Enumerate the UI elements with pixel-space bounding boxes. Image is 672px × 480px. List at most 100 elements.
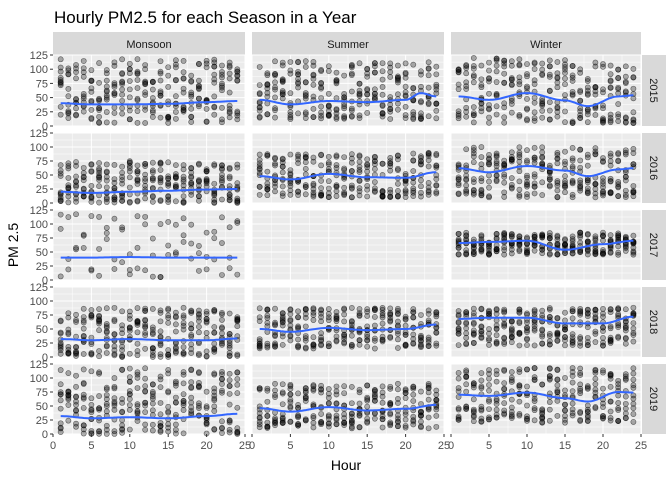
x-tick-label: 10 — [323, 440, 335, 452]
data-point — [455, 68, 462, 75]
data-point — [348, 419, 355, 426]
data-point — [234, 180, 241, 187]
data-point — [425, 414, 432, 421]
data-point — [287, 391, 294, 398]
data-point — [562, 75, 568, 82]
data-point — [203, 353, 210, 360]
data-point — [256, 386, 263, 393]
data-point — [418, 154, 424, 161]
data-point — [615, 75, 622, 82]
data-point — [234, 161, 241, 168]
data-point — [539, 144, 546, 151]
y-tick-label: 50 — [36, 93, 48, 105]
data-point — [600, 385, 606, 392]
data-point — [172, 411, 179, 418]
data-point — [96, 272, 102, 279]
y-tick-label: 0 — [42, 198, 48, 210]
strip-summer — [252, 32, 444, 55]
data-point — [379, 320, 386, 327]
data-point — [546, 365, 553, 372]
data-point — [318, 389, 325, 396]
data-point — [531, 342, 538, 349]
data-point — [508, 234, 515, 240]
data-point — [57, 64, 64, 71]
data-point — [364, 313, 371, 319]
data-point — [325, 161, 332, 168]
data-point — [356, 389, 363, 396]
data-point — [577, 97, 584, 104]
data-point — [569, 308, 576, 315]
data-point — [546, 57, 553, 64]
data-point — [348, 107, 355, 114]
data-point — [592, 83, 599, 90]
data-point — [188, 308, 195, 315]
data-point — [96, 95, 102, 102]
data-point — [486, 106, 492, 113]
data-point — [455, 81, 462, 88]
data-point — [425, 151, 432, 158]
data-point — [577, 365, 584, 372]
strip-label-year-2017: 2017 — [647, 233, 659, 257]
data-point — [387, 160, 394, 167]
data-point — [425, 184, 432, 191]
data-point — [539, 307, 546, 314]
data-point — [272, 94, 278, 101]
data-point — [234, 271, 241, 278]
data-point — [103, 426, 110, 433]
data-point — [142, 161, 149, 167]
data-point — [325, 306, 332, 312]
data-point — [584, 179, 591, 186]
data-point — [463, 188, 470, 195]
data-point — [219, 179, 225, 186]
data-point — [395, 305, 401, 312]
data-point — [272, 107, 278, 114]
data-point — [96, 167, 102, 174]
data-point — [546, 230, 553, 236]
data-point — [425, 101, 432, 108]
data-point — [211, 408, 218, 414]
data-point — [387, 101, 394, 108]
data-point — [180, 239, 187, 245]
data-point — [433, 340, 440, 347]
data-point — [463, 330, 470, 337]
data-point — [134, 409, 141, 416]
data-point — [287, 311, 294, 318]
data-point — [333, 383, 340, 390]
data-point — [134, 71, 141, 77]
data-point — [126, 406, 133, 413]
x-tick-label: 20 — [399, 440, 411, 452]
data-point — [119, 322, 126, 329]
data-point — [65, 109, 72, 116]
data-point — [425, 59, 432, 66]
data-point — [607, 383, 614, 390]
data-point — [103, 119, 110, 126]
data-point — [546, 306, 553, 313]
data-point — [379, 383, 386, 390]
data-point — [203, 311, 210, 317]
data-point — [134, 329, 141, 336]
data-point — [333, 193, 340, 200]
data-point — [463, 325, 470, 332]
data-point — [508, 415, 515, 421]
data-point — [226, 110, 233, 116]
data-point — [310, 334, 317, 341]
data-point — [203, 119, 210, 125]
data-point — [295, 390, 301, 397]
data-point — [630, 370, 637, 377]
data-point — [172, 77, 179, 84]
data-point — [486, 406, 492, 412]
data-point — [333, 316, 340, 323]
data-point — [418, 71, 424, 78]
data-point — [425, 149, 432, 156]
data-point — [80, 164, 87, 171]
data-point — [302, 344, 309, 351]
data-point — [584, 324, 591, 331]
data-point — [371, 345, 378, 352]
data-point — [364, 162, 371, 168]
data-point — [203, 388, 210, 395]
data-point — [203, 318, 210, 325]
data-point — [211, 180, 218, 187]
data-point — [371, 314, 378, 320]
data-point — [433, 150, 440, 157]
data-point — [348, 88, 355, 95]
